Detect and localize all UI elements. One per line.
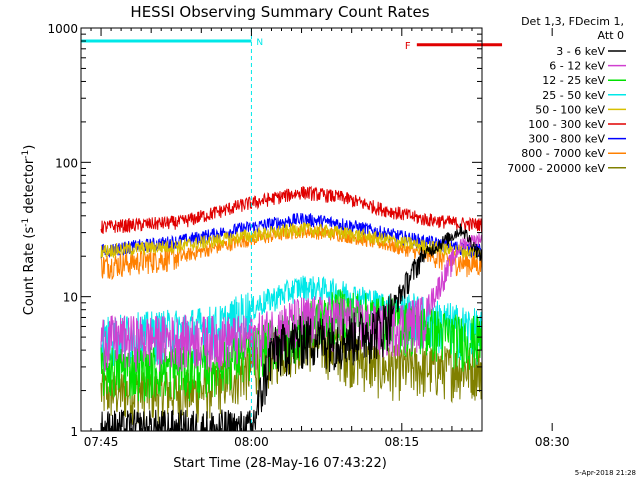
- series-line-100-300keV: [100, 185, 482, 235]
- legend-entry-label: 300 - 800 keV: [528, 133, 605, 146]
- x-tick-label: 08:30: [535, 435, 570, 449]
- y-axis-label-prefix: Count Rate (s: [22, 227, 37, 316]
- y-tick-label: 1000: [47, 22, 78, 36]
- y-axis-label: Count Rate (s-1 detector-1): [21, 145, 37, 316]
- y-axis-label-mid: detector: [22, 158, 37, 218]
- legend: Det 1,3, FDecim 1, Att 0 3 - 6 keV 6 - 12…: [507, 15, 626, 175]
- series-line-3-6keV: [100, 223, 482, 431]
- legend-entry-label: 12 - 25 keV: [542, 74, 605, 87]
- night-interval-label-0: N: [256, 38, 263, 48]
- y-tick-label: 100: [55, 156, 78, 170]
- y-axis-label-sup1: -1: [21, 218, 31, 227]
- legend-entry-label: 800 - 7000 keV: [521, 147, 605, 160]
- y-axis-label-suffix: ): [22, 145, 37, 150]
- x-tick-label: 07:45: [84, 435, 119, 449]
- footer-date: 5-Apr-2018 21:28: [575, 469, 636, 477]
- x-axis-label: Start Time (28-May-16 07:43:22): [173, 456, 387, 471]
- series-line-50-100keV: [100, 222, 482, 259]
- legend-entry-label: 6 - 12 keV: [549, 60, 605, 73]
- series-line-6-12keV: [100, 232, 482, 372]
- y-tick-label: 10: [63, 291, 78, 305]
- legend-entry-label: 7000 - 20000 keV: [507, 162, 605, 175]
- series-layer: [100, 185, 482, 431]
- y-axis-label-sup2: -1: [21, 150, 31, 159]
- y-tick-label: 1: [70, 425, 78, 439]
- legend-entry-label: 25 - 50 keV: [542, 89, 605, 102]
- x-tick-label: 08:00: [234, 435, 269, 449]
- series-line-7000-20000keV: [100, 317, 482, 425]
- legend-header-line-2: Att 0: [598, 29, 624, 42]
- x-tick-label: 08:15: [385, 435, 420, 449]
- legend-entry-label: 100 - 300 keV: [528, 118, 605, 131]
- legend-entry-label: 3 - 6 keV: [556, 45, 605, 58]
- legend-entry-label: 50 - 100 keV: [535, 103, 605, 116]
- chart-title: HESSI Observing Summary Count Rates: [130, 3, 429, 21]
- flare-interval-label: F: [405, 41, 411, 52]
- y-ticks: 1 10 100 1000: [47, 22, 482, 439]
- legend-header-line-1: Det 1,3, FDecim 1,: [521, 15, 624, 28]
